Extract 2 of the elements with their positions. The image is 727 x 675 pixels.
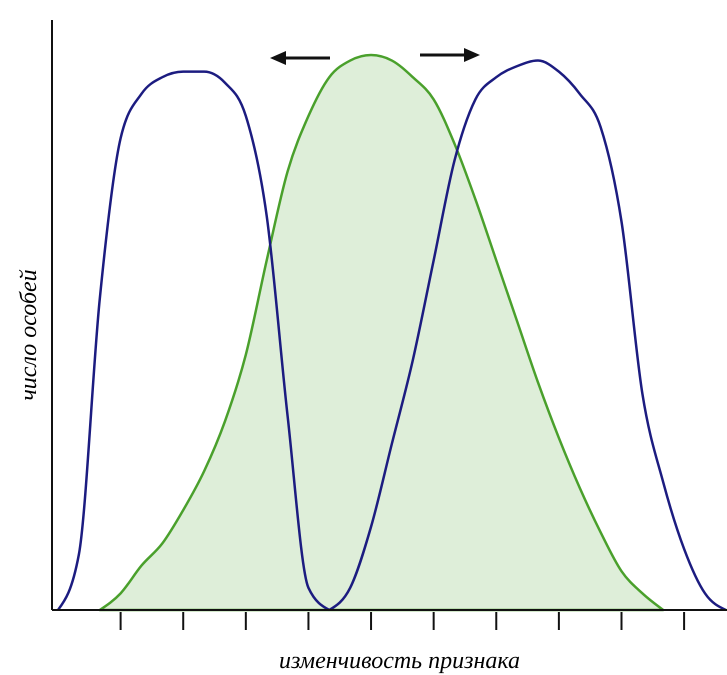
x-axis-title: изменчивость признака — [279, 648, 520, 674]
y-axis-title: число особей — [16, 269, 42, 401]
